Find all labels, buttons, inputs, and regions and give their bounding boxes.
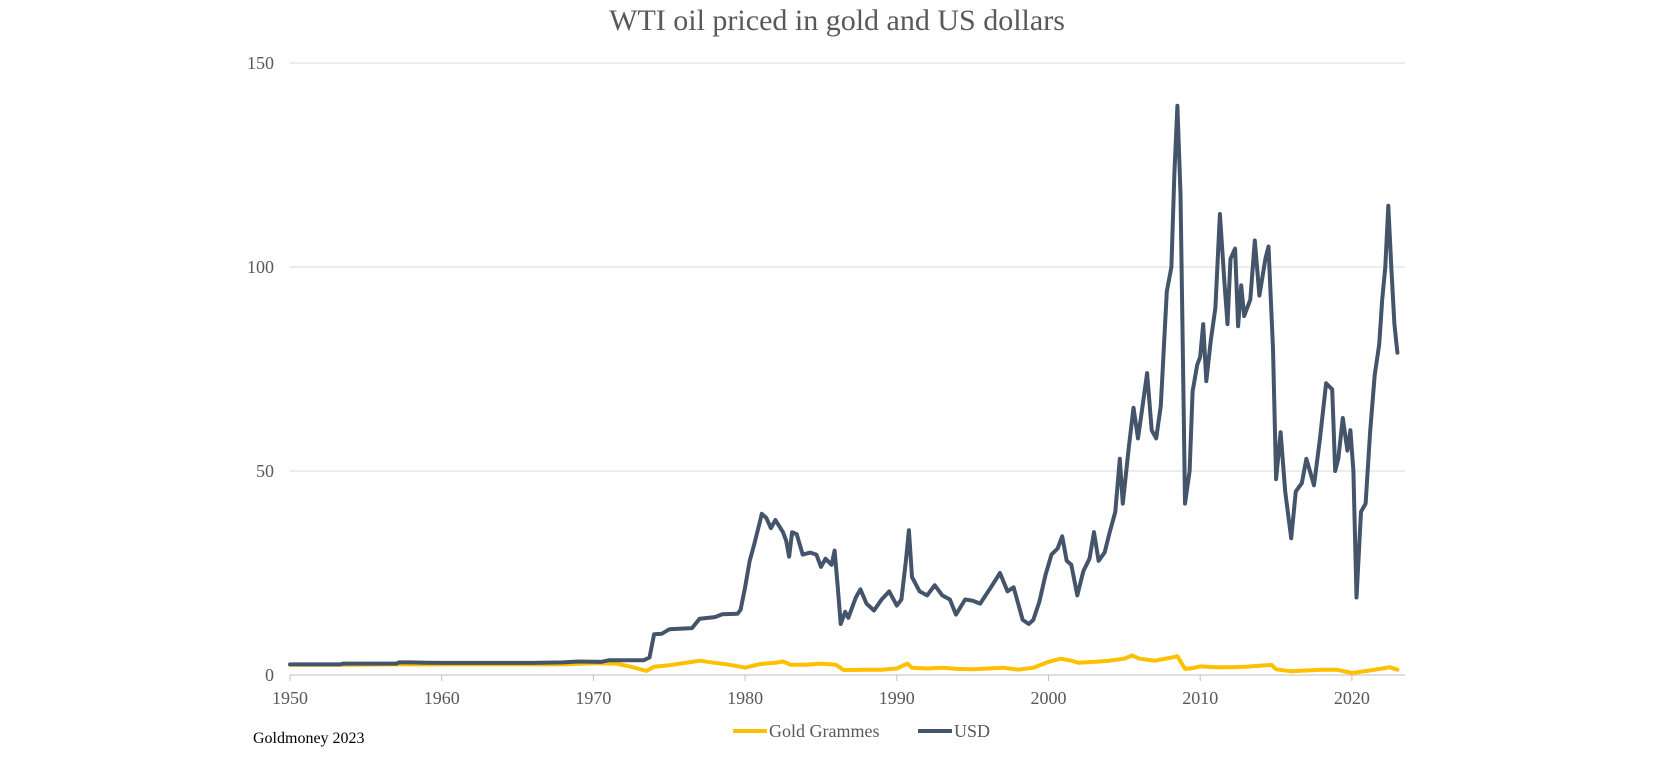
y-tick-label: 100 [247, 257, 274, 277]
x-tick-label: 2000 [1031, 688, 1067, 708]
series-line-gold-grammes [288, 653, 1400, 675]
legend-label: USD [954, 721, 990, 741]
x-tick-label: 1990 [879, 688, 915, 708]
x-tick-label: 1950 [272, 688, 308, 708]
x-tick-label: 2020 [1334, 688, 1370, 708]
y-tick-label: 0 [265, 665, 274, 685]
y-tick-label: 50 [256, 461, 274, 481]
y-tick-label: 150 [247, 53, 274, 73]
x-tick-label: 1980 [727, 688, 763, 708]
x-tick-label: 1960 [424, 688, 460, 708]
source-note: Goldmoney 2023 [253, 730, 365, 747]
x-tick-label: 1970 [575, 688, 611, 708]
legend-label: Gold Grammes [769, 721, 879, 741]
series-lines [288, 103, 1400, 675]
x-axis-tick-labels: 1950 1960 1970 1980 1990 2000 2010 2020 [272, 675, 1370, 708]
gridlines [290, 62, 1405, 676]
legend: Gold Grammes USD [733, 721, 990, 741]
series-line-usd [288, 103, 1400, 667]
y-axis-tick-labels: 0 50 100 150 [247, 53, 274, 685]
chart-title: WTI oil priced in gold and US dollars [609, 4, 1065, 37]
x-tick-label: 2010 [1182, 688, 1218, 708]
